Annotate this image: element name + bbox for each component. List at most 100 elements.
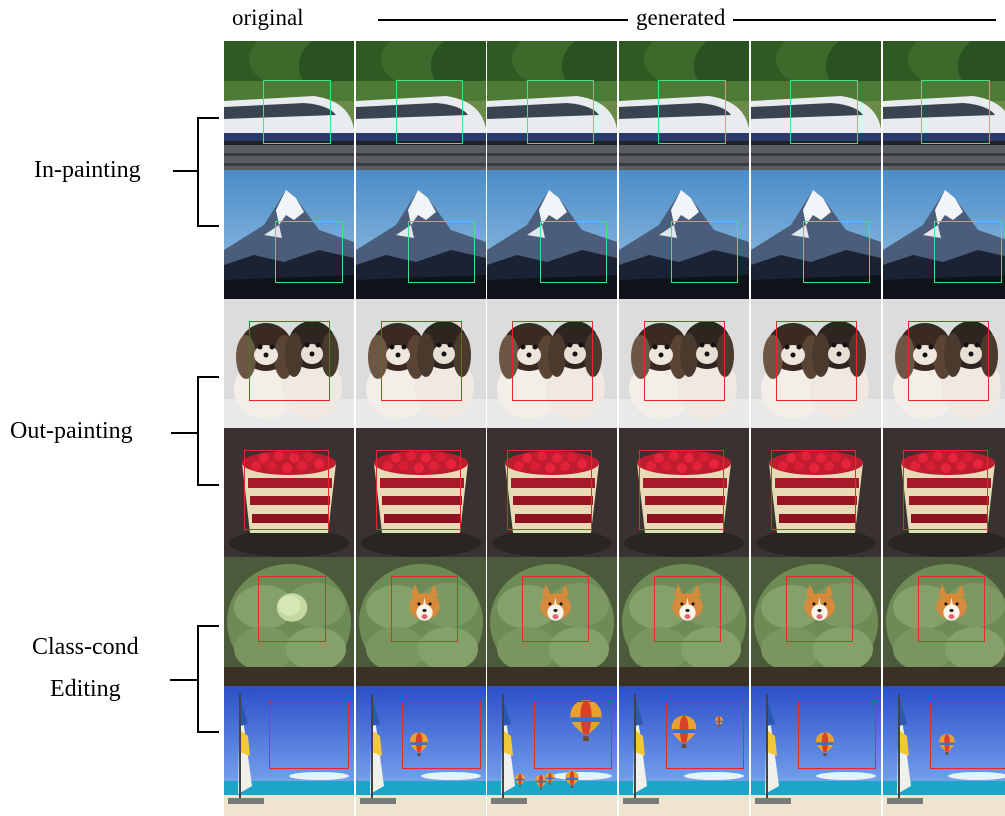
two-shih-tzu-dogs-scene xyxy=(487,299,617,429)
generated-image-row5-col6 xyxy=(883,557,1005,687)
beach-hot-air-balloon-scene xyxy=(619,686,749,816)
generated-image-row4-col5 xyxy=(751,428,881,558)
mask-region-box xyxy=(803,221,870,283)
mask-region-box xyxy=(786,576,853,642)
mask-region-box xyxy=(934,221,1002,283)
raspberry-trifle-scene xyxy=(751,428,881,558)
raspberry-trifle-scene xyxy=(619,428,749,558)
mask-region-box xyxy=(918,576,985,642)
mask-region-box xyxy=(512,321,593,401)
column-header-generated: generated xyxy=(628,4,734,32)
original-image-row6-col1 xyxy=(224,686,354,816)
group-tick-editing xyxy=(170,679,197,681)
mask-region-box xyxy=(540,221,607,283)
generated-image-row2-col5 xyxy=(751,170,881,300)
corgi-face xyxy=(409,584,440,621)
hot-air-balloon xyxy=(671,715,697,748)
group-bracket-inpainting xyxy=(197,117,219,227)
bullet-train-scene xyxy=(619,41,749,171)
hot-air-balloon xyxy=(570,700,602,741)
hot-air-balloon xyxy=(535,774,547,790)
generated-image-row6-col2 xyxy=(356,686,486,816)
original-image-row3-col1 xyxy=(224,299,354,429)
mask-region-box xyxy=(658,80,726,144)
corgi-face xyxy=(672,584,703,621)
generated-image-row2-col3 xyxy=(487,170,617,300)
mask-region-box xyxy=(244,450,329,530)
generated-image-row2-col4 xyxy=(619,170,749,300)
original-image-row5-col1 xyxy=(224,557,354,687)
mask-region-box xyxy=(666,701,744,769)
mask-region-box xyxy=(798,701,876,769)
mask-region-box xyxy=(771,450,856,530)
mask-region-box xyxy=(654,576,721,642)
cabbage-to-corgi-scene xyxy=(487,557,617,687)
mask-region-box xyxy=(908,321,989,401)
mask-region-box xyxy=(639,450,724,530)
bullet-train-scene xyxy=(751,41,881,171)
mask-region-box xyxy=(644,321,725,401)
mask-region-box xyxy=(527,80,594,144)
mask-region-box xyxy=(269,701,349,769)
mask-region-box xyxy=(258,576,326,642)
mountain-scene xyxy=(751,170,881,300)
generated-image-row6-col3 xyxy=(487,686,617,816)
mask-region-box xyxy=(408,221,475,283)
mask-region-box xyxy=(921,80,990,144)
group-label-editing-line1: Class-cond xyxy=(32,634,139,660)
cabbage-to-corgi-scene xyxy=(224,557,354,687)
mountain-scene xyxy=(619,170,749,300)
hot-air-balloon xyxy=(565,770,579,788)
generated-image-row1-col5 xyxy=(751,41,881,171)
mask-region-box xyxy=(534,701,612,769)
beach-hot-air-balloon-scene xyxy=(883,686,1005,816)
mask-region-box xyxy=(381,321,462,401)
mask-region-box xyxy=(507,450,592,530)
two-shih-tzu-dogs-scene xyxy=(751,299,881,429)
generated-image-row4-col6 xyxy=(883,428,1005,558)
group-tick-outpainting xyxy=(171,432,197,434)
generated-image-row2-col6 xyxy=(883,170,1005,300)
generated-image-row5-col4 xyxy=(619,557,749,687)
group-label-outpainting: Out-painting xyxy=(10,418,133,444)
raspberry-trifle-scene xyxy=(356,428,486,558)
generated-image-row4-col3 xyxy=(487,428,617,558)
generated-image-row3-col5 xyxy=(751,299,881,429)
generated-image-row3-col4 xyxy=(619,299,749,429)
corgi-face xyxy=(540,584,571,621)
mask-region-box xyxy=(263,80,331,144)
column-header-original: original xyxy=(232,5,304,30)
mask-region-box xyxy=(391,576,458,642)
mountain-scene xyxy=(224,170,354,300)
raspberry-trifle-scene xyxy=(487,428,617,558)
corgi-face xyxy=(936,584,967,621)
hot-air-balloon xyxy=(409,732,429,756)
generated-image-row1-col2 xyxy=(356,41,486,171)
raspberry-trifle-scene xyxy=(883,428,1005,558)
generated-image-row5-col3 xyxy=(487,557,617,687)
generated-image-row3-col2 xyxy=(356,299,486,429)
generated-image-row1-col4 xyxy=(619,41,749,171)
raspberry-trifle-scene xyxy=(224,428,354,558)
bullet-train-scene xyxy=(487,41,617,171)
generated-image-row6-col4 xyxy=(619,686,749,816)
cabbage-to-corgi-scene xyxy=(751,557,881,687)
mask-region-box xyxy=(402,701,481,769)
beach-hot-air-balloon-scene xyxy=(224,686,354,816)
mask-region-box xyxy=(930,701,1005,769)
generated-image-row6-col5 xyxy=(751,686,881,816)
generated-image-row5-col5 xyxy=(751,557,881,687)
two-shih-tzu-dogs-scene xyxy=(224,299,354,429)
hot-air-balloon xyxy=(515,773,525,787)
generated-image-row1-col6 xyxy=(883,41,1005,171)
mountain-scene xyxy=(883,170,1005,300)
corgi-face xyxy=(804,584,835,621)
mask-region-box xyxy=(776,321,857,401)
two-shih-tzu-dogs-scene xyxy=(619,299,749,429)
generated-image-row1-col3 xyxy=(487,41,617,171)
original-image-row2-col1 xyxy=(224,170,354,300)
generated-image-row5-col2 xyxy=(356,557,486,687)
hot-air-balloon xyxy=(715,716,723,727)
group-label-editing-line2: Editing xyxy=(50,676,121,702)
generated-image-row2-col2 xyxy=(356,170,486,300)
